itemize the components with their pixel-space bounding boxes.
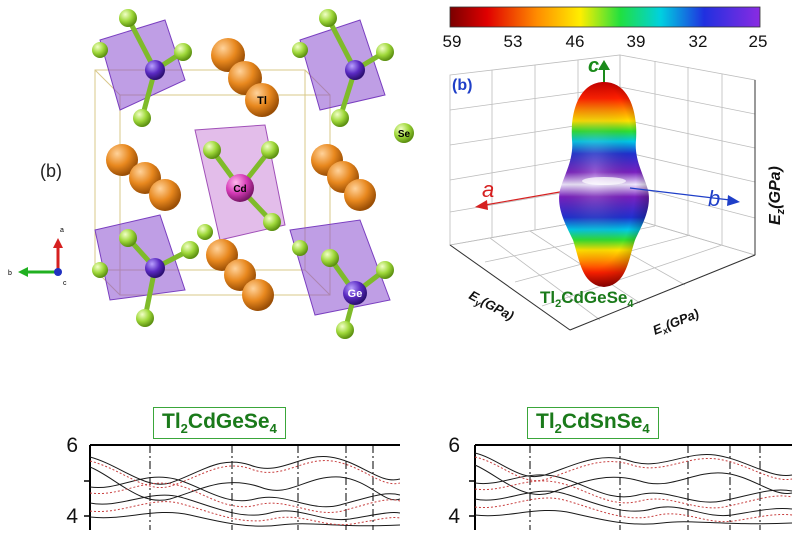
y-tick-label: 6 <box>66 434 78 457</box>
orientation-axes: a b c <box>8 227 67 287</box>
axis-b-label: b <box>8 270 12 277</box>
band-lines <box>474 452 793 525</box>
colorbar-tick: 59 <box>443 32 462 51</box>
c-axis-letter: c <box>588 55 599 77</box>
y-tick-label: 6 <box>448 434 460 457</box>
ez-axis-label: Ez(GPa) <box>767 166 787 225</box>
cd-atom <box>226 174 254 202</box>
band-structure-left: Tl2CdGeSe4 6 4 <box>50 395 401 530</box>
band-lines <box>89 456 401 527</box>
colorbar-tick: 46 <box>566 32 585 51</box>
axis-c-label: c <box>63 280 67 287</box>
colorbar-tick: 25 <box>749 32 768 51</box>
y-tick-label: 4 <box>66 505 78 528</box>
elastic-modulus-panel: 59 53 46 39 32 25 <box>430 0 800 345</box>
elastic-compound-label: Tl2CdGeSe4 <box>540 288 634 310</box>
b-axis-letter: b <box>708 186 720 211</box>
band-compound-label: Tl2CdSnSe4 <box>527 407 659 440</box>
elastic-surface-plot: 59 53 46 39 32 25 <box>443 6 787 340</box>
ge-label: Ge <box>348 288 363 300</box>
tl-atoms <box>106 38 376 311</box>
box-frame <box>449 80 756 331</box>
elastic-surface <box>559 82 649 287</box>
band-compound-label: Tl2CdGeSe4 <box>153 407 286 440</box>
cd-label: Cd <box>233 184 246 195</box>
band-plot-left: 6 4 <box>66 434 401 530</box>
ge-atoms <box>145 60 367 305</box>
elastic-panel-label: (b) <box>452 77 472 94</box>
tl-label: Tl <box>257 95 267 107</box>
high-symmetry-lines <box>149 445 374 530</box>
axis-a-label: a <box>60 227 64 234</box>
band-plot-right: 6 4 <box>448 434 793 530</box>
se-atoms <box>92 9 414 339</box>
colorbar-tick: 32 <box>689 32 708 51</box>
crystal-panel-label: (b) <box>40 161 62 181</box>
b-axis-arrow <box>629 187 740 206</box>
ey-axis-label: Ey(GPa) <box>466 287 517 325</box>
a-axis-letter: a <box>482 177 494 202</box>
se-label: Se <box>398 129 411 140</box>
colorbar-tick: 39 <box>627 32 646 51</box>
colorbar-tick: 53 <box>504 32 523 51</box>
y-tick-label: 4 <box>448 505 460 528</box>
crystal-structure-panel: Tl Cd Se Ge (b) a b c <box>0 0 430 345</box>
ex-axis-label: Ex(GPa) <box>651 306 702 340</box>
colorbar-ticks: 59 53 46 39 32 25 <box>443 32 768 51</box>
colorbar <box>449 6 761 28</box>
crystal-structure-illustration: Tl Cd Se Ge (b) a b c <box>8 9 414 339</box>
band-structure-right: Tl2CdSnSe4 6 4 <box>430 395 800 530</box>
